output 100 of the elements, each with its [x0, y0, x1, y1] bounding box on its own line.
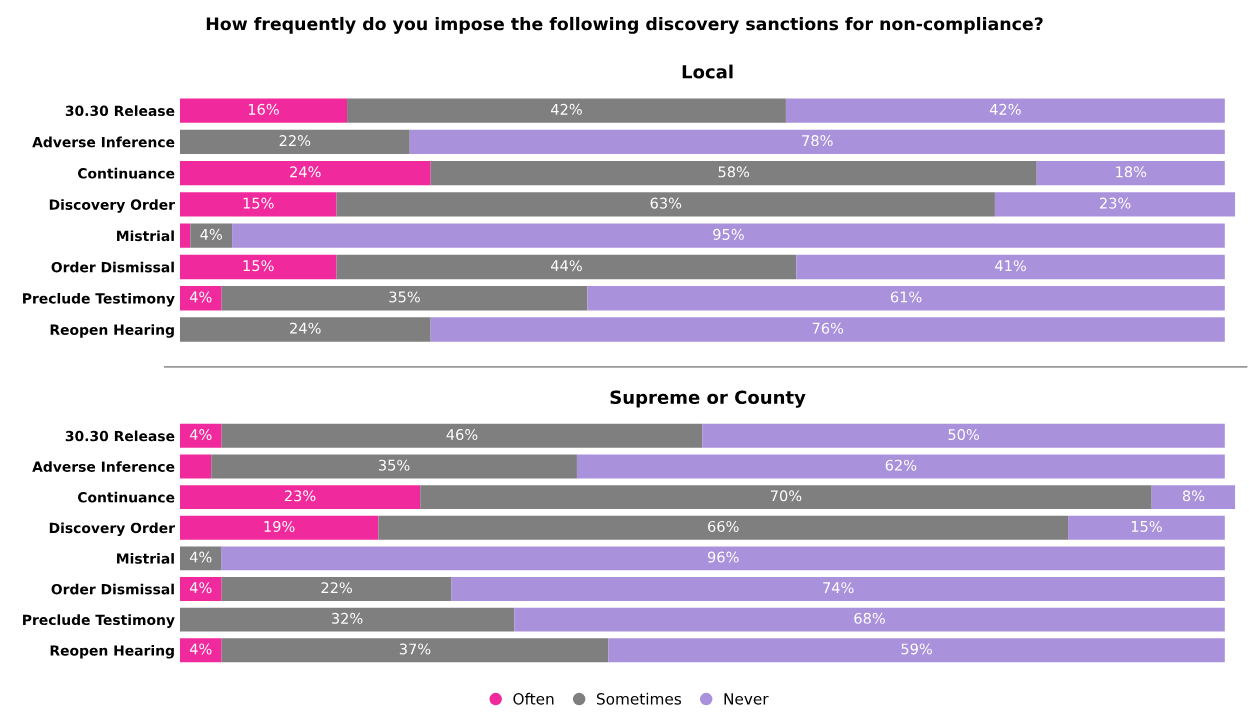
data-label: 24% [290, 322, 321, 334]
bar [514, 607, 1225, 632]
data-label: 18% [1116, 166, 1147, 178]
data-label: 95% [713, 228, 744, 240]
bar [179, 254, 337, 280]
data-label: 70% [770, 490, 802, 502]
data-label: 15% [1131, 520, 1162, 532]
data-label: 76% [812, 322, 844, 334]
chart-title: Supreme or County [610, 390, 806, 408]
bar [179, 485, 421, 510]
data-label: 37% [399, 643, 431, 655]
data-label: 46% [446, 429, 478, 441]
bar [430, 160, 1037, 186]
bar [221, 638, 609, 663]
bar [179, 192, 337, 217]
bar [190, 223, 233, 248]
data-label: 19% [264, 520, 295, 532]
bar [211, 454, 577, 479]
y-tick-label: Mistrial [117, 553, 174, 564]
y-tick-label: Preclude Testimony [23, 614, 175, 628]
data-label: 68% [854, 612, 885, 624]
data-label: 4% [189, 429, 212, 441]
data-label: 23% [284, 490, 316, 502]
bar [179, 607, 515, 632]
legend-label: Sometimes [596, 692, 682, 705]
bar [1151, 485, 1236, 510]
bar [420, 485, 1152, 510]
data-label: 24% [290, 166, 321, 178]
bar [179, 638, 222, 663]
bar [1036, 160, 1225, 186]
data-label: 58% [718, 166, 750, 178]
bar [179, 577, 222, 601]
bar [179, 454, 212, 479]
y-tick-label: Adverse Inference [32, 136, 175, 148]
data-label: 15% [243, 260, 274, 272]
y-tick-label: Mistrial [117, 230, 174, 242]
data-label: 61% [890, 291, 922, 303]
data-label: 8% [1182, 490, 1205, 502]
bar [451, 577, 1225, 601]
bar [179, 160, 431, 186]
bar [608, 638, 1225, 663]
bar [221, 546, 1225, 571]
y-tick-label: Discovery Order [49, 522, 175, 536]
bar [378, 515, 1069, 540]
bar [179, 286, 222, 311]
data-label: 32% [331, 612, 363, 624]
data-label: 63% [650, 197, 682, 209]
data-label: 22% [279, 135, 311, 147]
y-tick-label: Preclude Testimony [23, 292, 175, 307]
y-tick-label: Continuance [77, 491, 175, 503]
bar [221, 423, 703, 448]
bar [587, 286, 1225, 311]
data-label: 41% [995, 260, 1026, 272]
data-label: 59% [901, 643, 932, 655]
bar [179, 223, 191, 248]
y-tick-label: 30.30 Release [65, 105, 175, 117]
data-label: 35% [389, 291, 420, 303]
bar [179, 423, 222, 448]
legend-label: Often [513, 692, 554, 705]
bar [336, 254, 797, 280]
data-label: 15% [243, 197, 274, 209]
data-label: 44% [551, 260, 582, 272]
y-tick-label: Adverse Inference [32, 461, 175, 472]
bar [221, 577, 452, 601]
data-label: 4% [189, 291, 212, 303]
data-label: 74% [823, 582, 854, 594]
bar [430, 317, 1225, 342]
bar [1068, 515, 1225, 540]
bar [347, 98, 786, 123]
bar [336, 192, 995, 217]
data-label: 66% [708, 520, 739, 532]
bar [179, 98, 348, 123]
data-label: 4% [189, 582, 212, 594]
data-label: 35% [378, 459, 410, 471]
data-label: 78% [802, 135, 833, 147]
bar [232, 223, 1225, 248]
y-tick-label: Order Dismissal [51, 261, 174, 273]
y-tick-label: Discovery Order [49, 199, 175, 213]
chart-title: How frequently do you impose the following discovery sanctions for non-compliance? [206, 16, 1043, 34]
bar [576, 454, 1225, 479]
data-label: 42% [551, 103, 582, 115]
bar [179, 515, 379, 540]
y-tick-label: Reopen Hearing [50, 644, 174, 659]
y-tick-label: Order Dismissal [51, 583, 174, 595]
y-tick-label: Reopen Hearing [50, 324, 174, 338]
bar [179, 129, 410, 155]
legend-label: Never [724, 693, 769, 705]
data-label: 16% [248, 103, 279, 115]
data-label: 50% [948, 429, 979, 441]
bar [796, 254, 1225, 280]
y-tick-label: Continuance [77, 167, 175, 179]
y-tick-label: 30.30 Release [65, 430, 175, 442]
bar [994, 192, 1236, 217]
data-label: 22% [321, 582, 352, 594]
bar [702, 423, 1225, 448]
chart-subtitle: Local [682, 64, 733, 79]
data-label: 96% [707, 551, 739, 563]
bar [179, 317, 431, 342]
data-label: 4% [189, 551, 212, 563]
data-label: 42% [989, 103, 1021, 115]
